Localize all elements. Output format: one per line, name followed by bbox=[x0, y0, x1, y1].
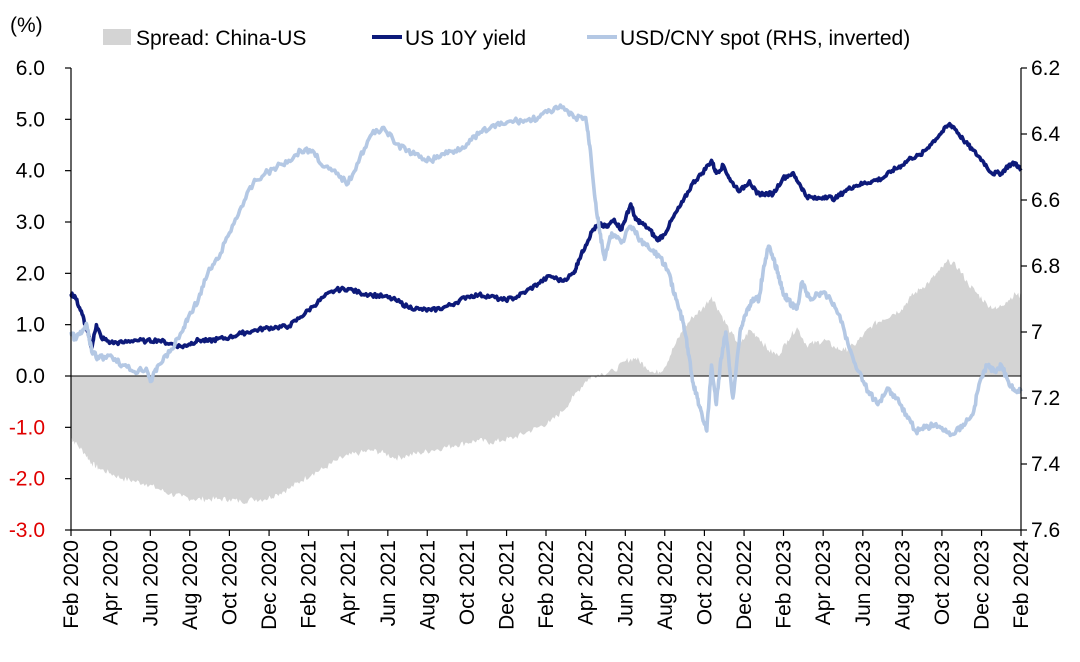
x-axis-tick-label: Jun 2021 bbox=[377, 540, 400, 626]
left-axis-tick-label: 1.0 bbox=[16, 314, 45, 337]
x-axis-tick-label: Jun 2020 bbox=[139, 540, 162, 626]
left-axis-tick-label: 2.0 bbox=[16, 262, 45, 285]
x-axis-tick-label: Jun 2022 bbox=[614, 540, 637, 626]
left-axis-tick-label: 5.0 bbox=[16, 108, 45, 131]
left-axis-tick-label: 4.0 bbox=[16, 160, 45, 183]
x-axis-tick-label: Oct 2020 bbox=[218, 540, 241, 625]
legend-label-usd-cny-spot-rhs-inverted: USD/CNY spot (RHS, inverted) bbox=[620, 27, 910, 50]
x-axis-tick-label: Feb 2022 bbox=[535, 540, 558, 629]
series-line-usd-cny-spot-rhs-inverted bbox=[69, 103, 1023, 438]
x-axis-tick-label: Aug 2022 bbox=[654, 540, 677, 630]
right-axis-tick-label: 6.6 bbox=[1031, 189, 1060, 212]
series-area-spread-china-us bbox=[71, 258, 1021, 504]
right-axis-tick-label: 6.8 bbox=[1031, 255, 1060, 278]
x-axis-tick-label: Jun 2023 bbox=[852, 540, 875, 626]
x-axis-tick-label: Dec 2022 bbox=[733, 540, 756, 630]
plot-area bbox=[69, 103, 1023, 504]
left-axis-tick-label: -3.0 bbox=[9, 519, 45, 542]
right-axis-tick-label: 7.2 bbox=[1031, 387, 1060, 410]
right-axis-tick-label: 7 bbox=[1031, 321, 1043, 344]
x-axis-tick-label: Oct 2021 bbox=[456, 540, 479, 625]
x-axis-tick-label: Dec 2021 bbox=[496, 540, 519, 630]
x-axis-tick-label: Dec 2020 bbox=[258, 540, 281, 630]
left-axis-unit-label: (%) bbox=[10, 14, 43, 37]
left-axis-tick-label: 3.0 bbox=[16, 211, 45, 234]
x-axis-tick-label: Aug 2020 bbox=[179, 540, 202, 630]
x-axis-tick-label: Apr 2020 bbox=[100, 540, 123, 625]
x-axis-tick-label: Oct 2022 bbox=[693, 540, 716, 625]
x-axis-tick-label: Dec 2023 bbox=[971, 540, 994, 630]
x-axis-tick-label: Feb 2024 bbox=[1010, 540, 1033, 629]
x-axis-tick-label: Aug 2023 bbox=[891, 540, 914, 630]
left-axis-tick-label: 6.0 bbox=[16, 57, 45, 80]
x-axis-tick-label: Feb 2020 bbox=[60, 540, 83, 629]
right-axis-tick-label: 6.4 bbox=[1031, 123, 1061, 146]
left-axis-tick-label: 0.0 bbox=[16, 365, 45, 388]
x-axis-tick-label: Oct 2023 bbox=[931, 540, 954, 625]
legend-label-spread-china-us: Spread: China-US bbox=[136, 27, 306, 50]
legend-swatch-spread-china-us bbox=[103, 29, 131, 45]
series-line-us-10y-yield bbox=[69, 121, 1023, 350]
x-axis-tick-label: Aug 2021 bbox=[416, 540, 439, 630]
x-axis-tick-label: Apr 2023 bbox=[812, 540, 835, 625]
x-axis-tick-label: Apr 2021 bbox=[337, 540, 360, 625]
right-axis-tick-label: 6.2 bbox=[1031, 57, 1060, 80]
right-axis-tick-label: 7.6 bbox=[1031, 519, 1060, 542]
x-axis-tick-label: Feb 2021 bbox=[298, 540, 321, 629]
left-axis-tick-label: -1.0 bbox=[9, 416, 45, 439]
left-axis-tick-label: -2.0 bbox=[9, 468, 45, 491]
right-axis-tick-label: 7.4 bbox=[1031, 453, 1061, 476]
x-axis-tick-label: Feb 2023 bbox=[773, 540, 796, 629]
legend-label-us-10y-yield: US 10Y yield bbox=[405, 27, 526, 50]
axes: 6.0 5.0 4.0 3.0 2.0 1.0 0.0 -1.0 -2.0 -3.0 6.2 6.4 6… bbox=[9, 57, 1061, 630]
x-axis-tick-label: Apr 2022 bbox=[575, 540, 598, 625]
legend: Spread: China-US US 10Y yield USD/CNY spot… bbox=[103, 27, 910, 50]
